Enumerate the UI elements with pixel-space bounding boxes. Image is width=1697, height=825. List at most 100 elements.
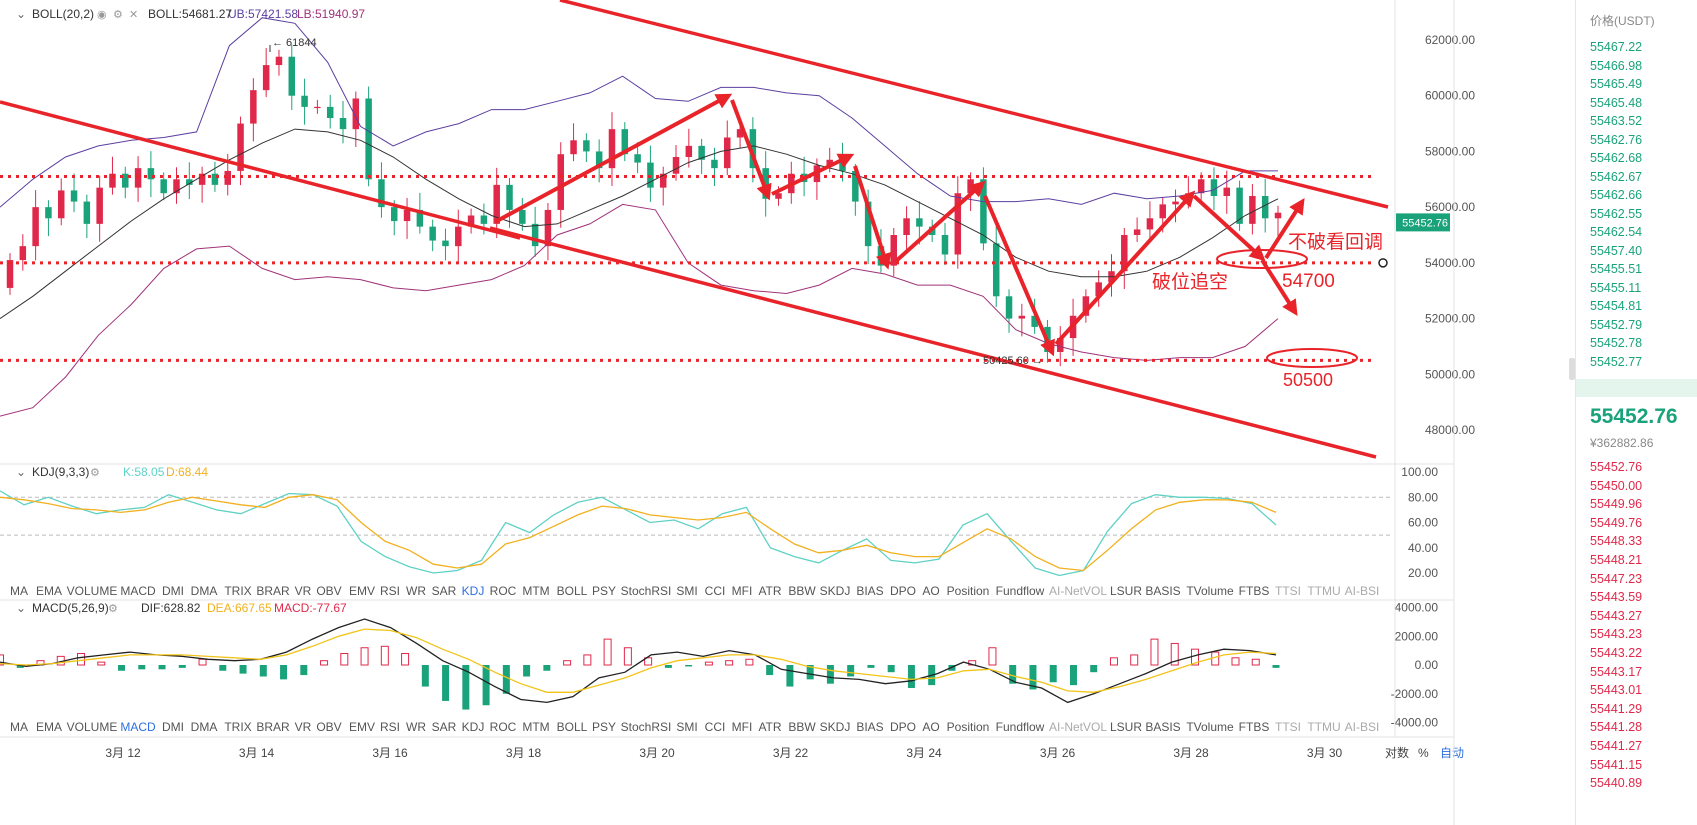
indicator-tab-sar[interactable]: SAR [432,584,457,598]
indicator-tab-mtm[interactable]: MTM [522,584,549,598]
indicator-tab-dmi[interactable]: DMI [162,584,184,598]
indicator-tab-basis[interactable]: BASIS [1145,720,1180,734]
indicator-tab-kdj[interactable]: KDJ [462,720,485,734]
indicator-tab-volume[interactable]: VOLUME [67,720,118,734]
indicator-tab-dma[interactable]: DMA [191,720,218,734]
auto-scale-toggle[interactable]: 自动 [1440,746,1464,760]
bid-price[interactable]: 55440.89 [1590,776,1643,791]
panel-resize-handle[interactable] [1569,358,1575,380]
indicator-tab-dpo[interactable]: DPO [890,584,916,598]
bid-price[interactable]: 55441.15 [1590,757,1643,772]
indicator-tab-ai-netvol[interactable]: AI-NetVOL [1049,720,1107,734]
indicator-tab-rsi[interactable]: RSI [380,584,400,598]
bid-price[interactable]: 55443.01 [1590,683,1643,698]
ask-price[interactable]: 55462.66 [1590,188,1643,202]
indicator-tab-wr[interactable]: WR [406,720,426,734]
indicator-tab-atr[interactable]: ATR [758,584,781,598]
indicator-tab-cci[interactable]: CCI [705,584,726,598]
ask-price[interactable]: 55455.51 [1590,262,1643,276]
indicator-tab-vr[interactable]: VR [295,720,312,734]
indicator-tab-emv[interactable]: EMV [349,720,375,734]
bid-price[interactable]: 55443.23 [1590,627,1643,642]
ask-price[interactable]: 55462.68 [1590,151,1643,165]
ask-price[interactable]: 55462.76 [1590,132,1643,147]
visibility-icon[interactable]: ◉ [97,9,107,21]
ask-price[interactable]: 55452.79 [1590,317,1643,332]
indicator-tab-vr[interactable]: VR [295,584,312,598]
indicator-tab-basis[interactable]: BASIS [1145,584,1180,598]
indicator-tab-tvolume[interactable]: TVolume [1186,584,1234,598]
indicator-tab-mfi[interactable]: MFI [732,720,753,734]
ask-price[interactable]: 55465.48 [1590,95,1643,110]
bid-price[interactable]: 55443.17 [1590,664,1643,679]
indicator-tab-mtm[interactable]: MTM [522,720,549,734]
bid-price[interactable]: 55443.27 [1590,608,1643,623]
indicator-tab-ai-bsi[interactable]: AI-BSI [1345,584,1380,598]
indicator-tab-boll[interactable]: BOLL [557,584,588,598]
ask-price[interactable]: 55463.52 [1590,114,1643,128]
bid-price[interactable]: 55450.00 [1590,478,1643,493]
settings-icon[interactable]: ⚙ [113,9,123,21]
chart-canvas[interactable]: 48000.00 50000.00 52000.00 54000.00 56000.00… [0,0,1575,825]
indicator-tab-ai-bsi[interactable]: AI-BSI [1345,720,1380,734]
indicator-tab-emv[interactable]: EMV [349,584,375,598]
collapse-icon[interactable]: ⌄ [16,601,26,615]
indicator-tab-ai-netvol[interactable]: AI-NetVOL [1049,584,1107,598]
indicator-tab-ttmu[interactable]: TTMU [1307,584,1340,598]
bid-price[interactable]: 55443.59 [1590,590,1643,605]
indicator-tab-volume[interactable]: VOLUME [67,584,118,598]
indicator-tab-lsur[interactable]: LSUR [1110,584,1142,598]
indicator-tab-trix[interactable]: TRIX [224,584,251,598]
indicator-tab-stochrsi[interactable]: StochRSI [621,584,672,598]
indicator-tab-skdj[interactable]: SKDJ [820,720,851,734]
indicator-tab-rsi[interactable]: RSI [380,720,400,734]
indicator-tab-ttsi[interactable]: TTSI [1275,584,1301,598]
indicator-tab-mfi[interactable]: MFI [732,584,753,598]
indicator-tab-roc[interactable]: ROC [490,720,517,734]
ask-price[interactable]: 55457.40 [1590,243,1643,258]
bid-price[interactable]: 55447.23 [1590,571,1643,586]
collapse-icon[interactable]: ⌄ [16,465,26,479]
bid-price[interactable]: 55448.21 [1590,553,1643,567]
indicator-tab-kdj[interactable]: KDJ [462,584,485,598]
bid-price[interactable]: 55449.76 [1590,515,1643,530]
indicator-tab-obv[interactable]: OBV [316,584,341,598]
indicator-tab-tvolume[interactable]: TVolume [1186,720,1234,734]
ask-price[interactable]: 55462.67 [1590,169,1643,184]
percent-scale-toggle[interactable]: % [1418,746,1429,760]
indicator-tab-brar[interactable]: BRAR [256,720,290,734]
indicator-tab-ema[interactable]: EMA [36,720,62,734]
bid-price[interactable]: 55449.96 [1590,497,1643,512]
indicator-tab-bbw[interactable]: BBW [788,584,816,598]
indicator-tab-stochrsi[interactable]: StochRSI [621,720,672,734]
indicator-tab-boll[interactable]: BOLL [557,720,588,734]
bid-price[interactable]: 55441.28 [1590,720,1643,735]
indicator-tab-lsur[interactable]: LSUR [1110,720,1142,734]
settings-icon[interactable]: ⚙ [90,467,100,479]
indicator-tab-cci[interactable]: CCI [705,720,726,734]
indicator-tab-position[interactable]: Position [947,584,990,598]
ask-price[interactable]: 55452.78 [1590,336,1643,350]
bid-price[interactable]: 55448.33 [1590,534,1643,549]
indicator-tab-ttmu[interactable]: TTMU [1307,720,1340,734]
price-line-handle-icon[interactable] [1378,258,1388,268]
indicator-tab-macd[interactable]: MACD [120,584,156,598]
indicator-tab-position[interactable]: Position [947,720,990,734]
indicator-tab-psy[interactable]: PSY [592,720,616,734]
indicator-tab-dmi[interactable]: DMI [162,720,184,734]
indicator-tab-bias[interactable]: BIAS [856,584,883,598]
indicator-tab-macd[interactable]: MACD [120,720,156,734]
indicator-tab-ao[interactable]: AO [922,584,939,598]
ask-price[interactable]: 55462.55 [1590,206,1643,221]
ask-price[interactable]: 55455.11 [1590,280,1642,295]
ask-price[interactable]: 55462.54 [1590,225,1643,239]
indicator-tab-fundflow[interactable]: Fundflow [996,584,1045,598]
collapse-icon[interactable]: ⌄ [16,7,26,21]
settings-icon[interactable]: ⚙ [108,603,118,615]
indicator-tab-trix[interactable]: TRIX [224,720,251,734]
indicator-tab-bias[interactable]: BIAS [856,720,883,734]
indicator-tab-psy[interactable]: PSY [592,584,616,598]
ask-price[interactable]: 55452.77 [1590,354,1643,369]
indicator-tab-ema[interactable]: EMA [36,584,62,598]
indicator-tab-brar[interactable]: BRAR [256,584,290,598]
